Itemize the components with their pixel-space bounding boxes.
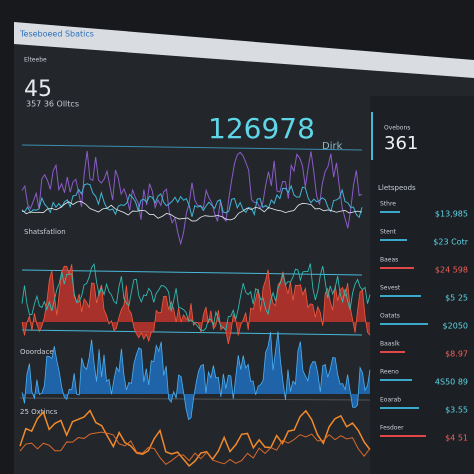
sidebar-value: $13,985 xyxy=(435,210,468,219)
sidebar-value: $2050 xyxy=(443,322,468,331)
waveform xyxy=(19,409,371,467)
sidebar-value: $8.97 xyxy=(445,350,468,359)
title-bar xyxy=(14,22,474,78)
waveform xyxy=(21,331,371,421)
sidebar-bar xyxy=(380,239,407,241)
sidebar-title: Lletspeods xyxy=(378,184,416,192)
sidebar-label: Reeno xyxy=(380,369,399,376)
divider xyxy=(21,144,363,151)
sidebar-value: $23 Cotr xyxy=(433,238,468,247)
divider xyxy=(19,397,371,401)
sidebar-value: $5 25 xyxy=(445,294,468,303)
waveform xyxy=(21,262,371,332)
sidebar-bar xyxy=(380,323,428,325)
app-title: Teseboeed Sbatics xyxy=(19,30,94,39)
sidebar-value: $3.55 xyxy=(445,406,468,415)
sidebar-value: $24 598 xyxy=(435,266,468,275)
sidebar-label: Sevest xyxy=(380,285,401,292)
waveform xyxy=(21,201,363,222)
sidebar-bar xyxy=(380,407,419,409)
side-metric: 361 xyxy=(384,133,418,154)
waveform xyxy=(21,150,363,246)
sidebar-label: Baaslk xyxy=(380,341,400,348)
sidebar-bar xyxy=(380,211,400,213)
sidebar-label: Eoarab xyxy=(380,397,401,404)
sidebar-bar xyxy=(380,295,421,297)
section-title: Shatsfatlion xyxy=(24,228,66,236)
big-metric: 45 xyxy=(24,77,52,102)
main-metric: 126978 xyxy=(208,112,315,145)
sidebar-label: Oatats xyxy=(380,313,400,320)
sidebar-bar xyxy=(380,351,405,353)
sidebar-value: 4S50 89 xyxy=(435,378,468,387)
subtitle: Elteebe xyxy=(24,57,47,64)
sidebar-value: $4 51 xyxy=(445,434,468,443)
waveform xyxy=(21,183,363,219)
section-title: Ooordace xyxy=(20,348,54,356)
sidebar xyxy=(370,96,474,474)
sidebar-label: Fesdoer xyxy=(380,425,404,432)
side-label: Ovebons xyxy=(384,125,410,132)
waveform-area xyxy=(22,331,370,420)
window xyxy=(14,22,474,474)
sidebar-bar xyxy=(380,379,412,381)
main-unit: Dirk xyxy=(322,141,343,152)
divider xyxy=(21,269,363,276)
divider xyxy=(21,329,363,336)
waveform xyxy=(19,431,371,465)
sidebar-bar xyxy=(380,267,414,269)
sidebar-label: Baeas xyxy=(380,257,398,264)
sidebar-label: Stent xyxy=(380,229,397,236)
waveform-area xyxy=(22,264,370,344)
section-title: 25 Oxtincs xyxy=(20,408,58,416)
sidebar-bar xyxy=(380,435,426,437)
big-metric-sub: 357 36 Olltcs xyxy=(26,100,79,109)
sidebar-label: Sthre xyxy=(380,201,396,208)
